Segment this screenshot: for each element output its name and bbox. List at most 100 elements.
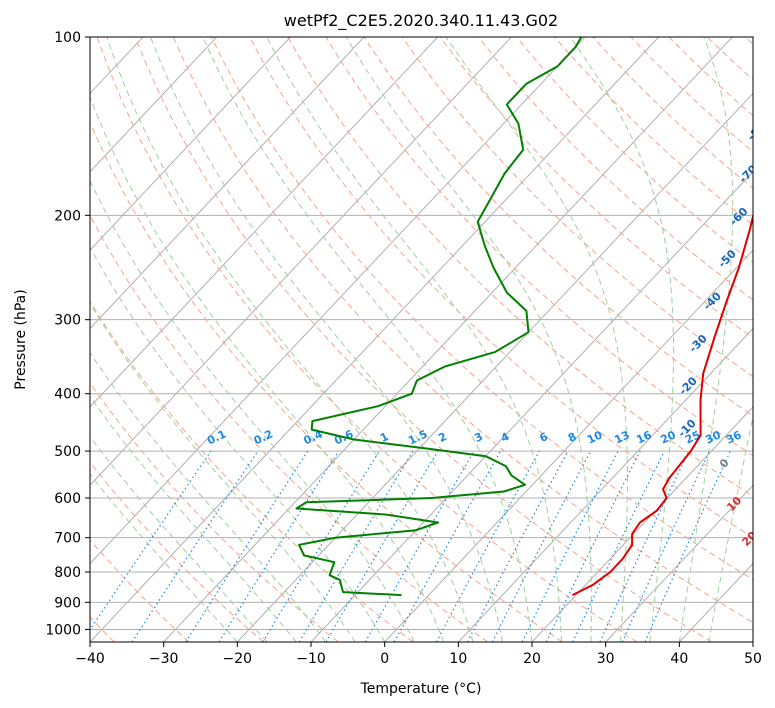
isotherm-line xyxy=(310,171,753,642)
moist-adiabat-line xyxy=(90,246,386,642)
mixing-ratio-line xyxy=(325,450,439,642)
x-tick-label: −40 xyxy=(75,651,105,667)
x-tick-label: 10 xyxy=(449,651,467,667)
y-tick-label: 600 xyxy=(54,491,81,507)
moist-adiabats xyxy=(90,37,753,642)
moist-adiabat-line xyxy=(90,302,356,642)
dry-adiabat-line xyxy=(90,214,488,642)
dry-adiabat-line xyxy=(90,539,190,642)
isotherm-line xyxy=(531,406,753,642)
mixing-ratio-line xyxy=(644,450,731,642)
temperature-profile xyxy=(571,211,753,596)
dry-adiabat-line xyxy=(96,37,638,642)
mixing-ratio-label: 6 xyxy=(538,430,551,445)
mixing-ratio-line xyxy=(466,450,569,642)
y-tick-label: 400 xyxy=(54,387,81,403)
dry-adiabat-label: -30 xyxy=(687,332,710,355)
y-tick-label: 100 xyxy=(54,30,81,46)
dry-adiabat-line xyxy=(90,300,414,642)
plot-frame xyxy=(89,36,754,643)
isotherm-line xyxy=(0,37,69,642)
dry-adiabat-line xyxy=(554,37,753,226)
moist-adiabat-line xyxy=(678,37,734,642)
mixing-ratio-label: 13 xyxy=(612,428,631,446)
isotherm-line xyxy=(90,37,660,642)
y-tick-label: 800 xyxy=(54,565,81,581)
mixing-ratio-label: 16 xyxy=(634,428,654,446)
y-tick-label: 300 xyxy=(54,313,81,329)
moist-adiabat-line xyxy=(345,37,592,642)
isotherm-line xyxy=(90,37,365,330)
isotherm-line xyxy=(236,92,753,642)
mixing-ratio-labels: 0.1 0.2 0.4 0.6 1 1.5 2 3 4 6 8 10 13 16 20 25 30 36 xyxy=(205,427,744,447)
y-tick-label: 200 xyxy=(54,208,81,224)
mixing-ratio-label: 20 xyxy=(658,428,678,446)
x-tick-label: 50 xyxy=(744,651,762,667)
mixing-ratio-line xyxy=(131,450,259,642)
moist-adiabat-line xyxy=(202,37,533,642)
isotherm-line xyxy=(457,327,753,642)
x-tick-label: −20 xyxy=(223,651,253,667)
isotherm-line xyxy=(90,37,512,486)
y-tick-label: 500 xyxy=(54,444,81,460)
moist-adiabat-line xyxy=(708,414,753,642)
dry-adiabat-line xyxy=(287,37,753,497)
dry-adiabat-label: -60 xyxy=(727,205,750,228)
moist-adiabat-line xyxy=(90,95,445,642)
mixing-ratio-label: 0.1 xyxy=(205,427,228,447)
dry-adiabat-line xyxy=(211,37,753,581)
y-axis-label: Pressure (hPa) xyxy=(13,289,29,389)
mixing-ratio-line xyxy=(599,450,690,642)
mixing-ratio-label: 36 xyxy=(724,428,744,446)
mixing-ratio-line xyxy=(90,450,212,631)
mixing-ratio-lines xyxy=(90,450,731,642)
chart-title: wetPf2_C2E5.2020.340.11.43.G02 xyxy=(284,11,558,31)
mixing-ratio-label: 2 xyxy=(436,430,448,445)
y-tick-label: 900 xyxy=(54,595,81,611)
isotherm-line xyxy=(90,37,291,251)
mixing-ratio-label: 30 xyxy=(703,428,723,446)
isobar-grid xyxy=(90,37,753,630)
x-axis: −40 −30 −20 −10 0 10 20 30 40 50 xyxy=(75,642,762,667)
mixing-ratio-line xyxy=(545,450,641,642)
moist-adiabat-line xyxy=(445,37,628,642)
isotherm-line xyxy=(752,641,753,642)
moist-adiabat-line xyxy=(266,37,562,642)
dry-adiabat-line xyxy=(478,37,753,301)
dry-adiabat-label: -50 xyxy=(716,247,739,270)
dry-adiabat-line xyxy=(90,461,264,642)
y-tick-label: 1000 xyxy=(45,622,81,638)
sounding-profiles xyxy=(295,37,753,597)
mixing-ratio-line xyxy=(435,450,540,642)
isotherm-line xyxy=(163,37,733,642)
dry-adiabats xyxy=(90,37,753,642)
dry-adiabat-line xyxy=(90,121,563,642)
isotherm-line xyxy=(605,484,753,642)
isotherm-line xyxy=(90,37,439,408)
dry-adiabat-line xyxy=(90,382,339,642)
y-tick-label: 700 xyxy=(54,531,81,547)
x-tick-label: −30 xyxy=(149,651,179,667)
moist-adiabat-line xyxy=(90,351,327,642)
dry-adiabat-label: -40 xyxy=(701,289,724,312)
moist-adiabat-line xyxy=(150,37,503,642)
dry-adiabat-line xyxy=(172,37,753,624)
isotherm-line xyxy=(90,37,218,173)
x-axis-label: Temperature (°C) xyxy=(360,681,482,697)
isotherm-line xyxy=(384,249,753,642)
dry-adiabat-label: 30 xyxy=(758,559,775,579)
x-tick-label: −10 xyxy=(296,651,326,667)
moist-adiabat-line xyxy=(90,473,238,642)
isotherm-grid xyxy=(0,37,753,642)
dry-adiabat-line xyxy=(249,37,753,539)
dry-adiabat-line xyxy=(744,37,753,45)
mixing-ratio-label: 10 xyxy=(585,428,605,446)
mixing-ratio-line xyxy=(185,450,309,642)
x-tick-label: 40 xyxy=(670,651,688,667)
dry-adiabat-line xyxy=(706,37,753,81)
moist-adiabat-line xyxy=(106,37,474,642)
dewpoint-profile xyxy=(295,37,583,597)
mixing-ratio-label: 1.5 xyxy=(406,427,429,447)
